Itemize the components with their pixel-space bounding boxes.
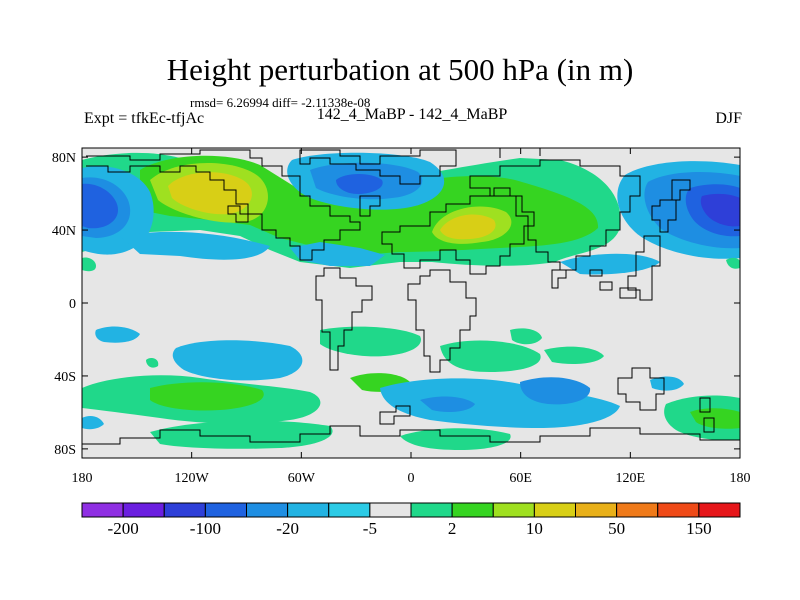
stats-text: rmsd= 6.26994 diff= -2.11338e-08 (190, 95, 371, 110)
lon-tick-label: 180 (72, 471, 93, 486)
colorbar: -200 -100 -20 -5 2 10 50 150 (81, 502, 741, 538)
contour-band (320, 326, 421, 357)
lat-tick-label: 40N (52, 224, 76, 239)
colorbar-swatch (616, 502, 659, 518)
colorbar-swatch (451, 502, 494, 518)
colorbar-label: 10 (526, 519, 543, 538)
contour-band (400, 428, 511, 450)
contour-band (690, 408, 740, 429)
colorbar-swatch (410, 502, 453, 518)
lat-tick-label: 40S (54, 370, 76, 385)
contour-band (95, 326, 140, 343)
contour-band (120, 231, 270, 260)
contour-band (146, 358, 159, 368)
colorbar-label: -5 (363, 519, 377, 538)
colorbar-swatch (328, 502, 371, 518)
colorbar-swatch (163, 502, 206, 518)
lon-tick-label: 60E (509, 471, 532, 486)
colorbar-swatch (81, 502, 124, 518)
contour-band (650, 376, 684, 391)
colorbar-label: -100 (190, 519, 221, 538)
colorbar-swatch (575, 502, 618, 518)
contour-band (700, 193, 740, 227)
colorbar-swatch (369, 502, 412, 518)
colorbar-swatch (287, 502, 330, 518)
contour-band (560, 253, 660, 275)
lon-tick-label: 180 (730, 471, 751, 486)
contour-band (510, 328, 542, 345)
colorbar-label: -200 (108, 519, 139, 538)
season-label: DJF (715, 110, 742, 127)
lat-tick-label: 80N (52, 151, 76, 166)
contour-band (168, 172, 252, 215)
contour-band (380, 378, 620, 428)
longitude-axis: 180 120W 60W 0 60E 120E 180 (72, 148, 751, 486)
lon-tick-label: 60W (288, 471, 316, 486)
colorbar-swatch (204, 502, 247, 518)
chart-title: Height perturbation at 500 hPa (in m) (166, 52, 634, 87)
contour-band (440, 340, 541, 372)
latitude-axis: 80N 40N 0 40S 80S (52, 151, 740, 458)
contour-band (150, 382, 264, 411)
contour-band (82, 183, 118, 229)
colorbar-label: 2 (448, 519, 457, 538)
lat-tick-label: 80S (54, 443, 76, 458)
contour-band (172, 340, 303, 381)
contour-band (82, 416, 104, 430)
contour-band (420, 396, 475, 412)
contour-band (82, 257, 96, 272)
lon-tick-label: 120E (616, 471, 646, 486)
contour-band (440, 214, 496, 240)
contour-band (336, 174, 383, 194)
colorbar-swatch (246, 502, 289, 518)
colorbar-swatch (657, 502, 700, 518)
colorbar-label: -20 (276, 519, 299, 538)
colorbar-swatch (122, 502, 165, 518)
colorbar-label: 50 (608, 519, 625, 538)
filled-contours (82, 152, 740, 450)
experiment-label: Expt = tfkEc-tfjAc (84, 110, 205, 127)
contour-band (290, 242, 385, 266)
coastlines (82, 148, 740, 458)
lon-tick-label: 120W (175, 471, 210, 486)
colorbar-swatch (698, 502, 741, 518)
lon-tick-label: 0 (408, 471, 415, 486)
colorbar-label: 150 (686, 519, 712, 538)
colorbar-swatch (492, 502, 535, 518)
contour-band (520, 377, 591, 405)
colorbar-swatch (533, 502, 576, 518)
case-label: 142_4_MaBP - 142_4_MaBP (316, 106, 508, 123)
contour-band (726, 257, 740, 269)
contour-band (544, 346, 604, 364)
lat-tick-label: 0 (69, 297, 76, 312)
